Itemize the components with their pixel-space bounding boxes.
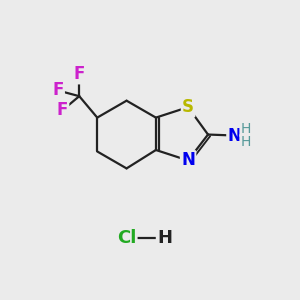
Text: Cl: Cl xyxy=(117,229,136,247)
Text: N: N xyxy=(181,152,195,169)
Text: F: F xyxy=(57,101,68,119)
Text: H: H xyxy=(157,229,172,247)
Text: N: N xyxy=(227,127,242,145)
Text: F: F xyxy=(52,82,64,100)
Text: S: S xyxy=(182,98,194,116)
Text: H: H xyxy=(241,122,251,136)
Text: F: F xyxy=(74,65,85,83)
Text: H: H xyxy=(241,135,251,149)
